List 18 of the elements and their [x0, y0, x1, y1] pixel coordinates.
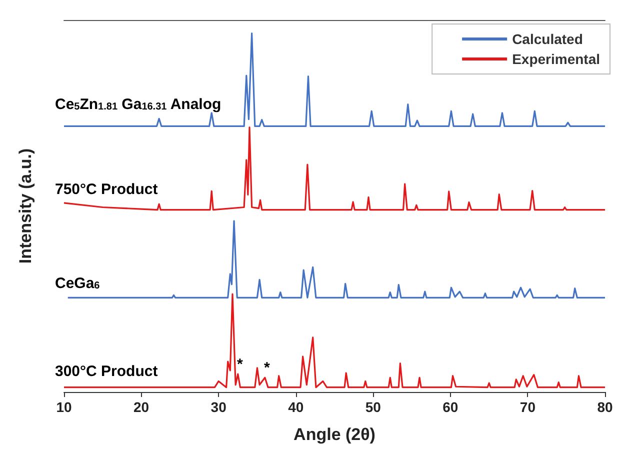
x-tick-label: 10 — [56, 399, 72, 415]
legend-label: Experimental — [512, 51, 600, 67]
x-tick-label: 70 — [520, 399, 536, 415]
legend-label: Calculated — [512, 31, 583, 47]
x-tick-label: 50 — [365, 399, 382, 415]
annotation: * — [264, 360, 270, 377]
x-tick-label: 30 — [210, 399, 227, 415]
annotation: CeGa6 — [55, 275, 100, 292]
x-axis-title: Angle (2θ) — [294, 425, 376, 444]
x-tick-label: 40 — [288, 399, 304, 415]
x-tick-label: 20 — [133, 399, 150, 415]
annotation: Ce5Zn1.81 Ga16.31 Analog — [55, 96, 222, 113]
y-axis-title: Intensity (a.u.) — [16, 148, 35, 264]
annotation: * — [236, 356, 243, 374]
annotation: 750°C Product — [55, 181, 158, 198]
annotation: 300°C Product — [55, 363, 158, 380]
x-tick-label: 80 — [597, 399, 613, 415]
x-tick-label: 60 — [442, 399, 458, 415]
